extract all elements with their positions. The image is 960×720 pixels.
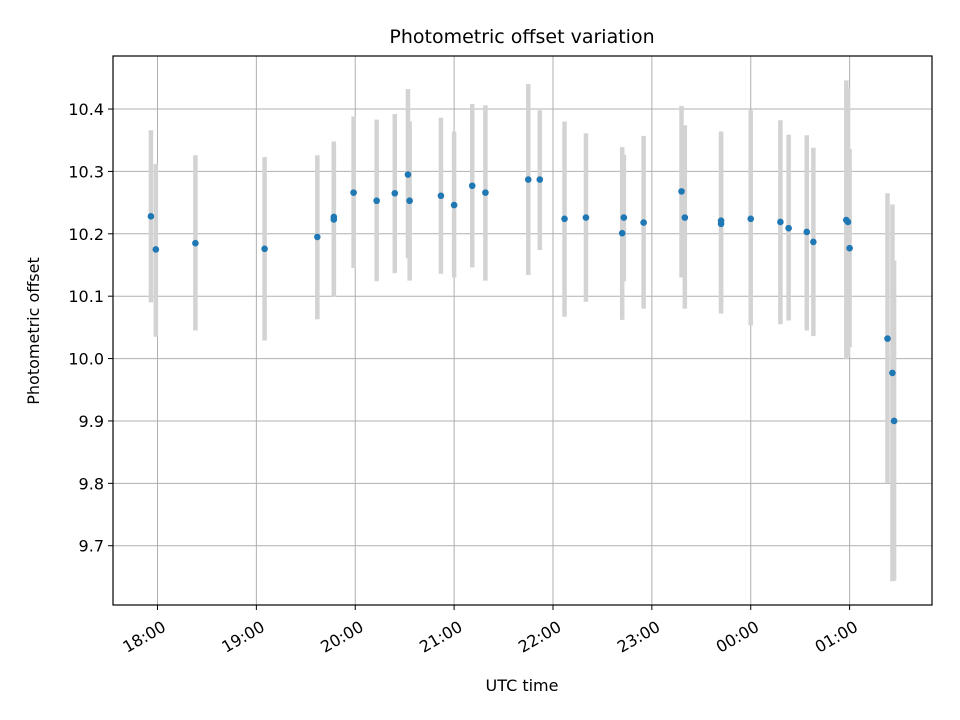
data-point — [404, 171, 412, 178]
x-tick-label: 20:00 — [317, 617, 366, 657]
data-point — [314, 233, 321, 241]
y-tick-label: 10.4 — [68, 100, 104, 119]
grid — [113, 56, 932, 605]
data-point — [561, 215, 568, 223]
data-point — [147, 213, 155, 220]
error-bars — [148, 80, 897, 582]
data-point — [536, 176, 544, 183]
x-tick-label: 23:00 — [614, 617, 663, 657]
data-point — [406, 197, 413, 205]
y-tick-label: 10.2 — [68, 225, 104, 244]
data-point — [330, 216, 338, 223]
plot-area-frame — [112, 55, 933, 606]
data-point — [261, 245, 268, 253]
data-point — [152, 246, 160, 253]
data-point — [890, 417, 898, 425]
data-point — [747, 215, 755, 223]
data-point — [391, 189, 399, 197]
x-tick-label: 01:00 — [812, 617, 861, 657]
data-point — [884, 335, 891, 342]
x-tick-label: 18:00 — [119, 617, 168, 657]
y-tick-label: 9.9 — [79, 412, 104, 431]
data-points — [147, 171, 898, 425]
y-axis-ticks: 9.7 9.8 9.9 10.0 10.1 10.2 10.3 10.4 — [68, 100, 113, 556]
chart-title: Photometric offset variation — [389, 26, 654, 48]
y-axis-label: Photometric offset — [24, 257, 43, 405]
data-point — [524, 176, 532, 183]
data-point — [717, 220, 725, 228]
data-point — [803, 228, 811, 236]
data-point — [437, 192, 445, 200]
x-tick-label: 21:00 — [416, 617, 465, 657]
data-point — [373, 197, 380, 205]
y-tick-label: 9.7 — [79, 537, 104, 556]
y-tick-label: 10.3 — [68, 162, 104, 181]
data-point — [844, 218, 852, 226]
data-point — [678, 188, 685, 195]
x-tick-label: 19:00 — [218, 617, 267, 657]
data-point — [640, 219, 647, 226]
y-tick-label: 9.8 — [79, 474, 104, 493]
x-axis-ticks: 18:00 19:00 20:00 21:00 22:00 23:00 00:00 01:00 — [119, 605, 861, 657]
x-axis-label: UTC time — [486, 676, 559, 695]
y-tick-label: 10.1 — [68, 287, 104, 306]
data-point — [810, 238, 817, 246]
x-tick-label: 00:00 — [713, 617, 762, 657]
data-point — [846, 244, 853, 252]
data-point — [681, 214, 689, 221]
data-point — [482, 189, 489, 196]
data-point — [450, 201, 458, 209]
data-point — [582, 214, 590, 221]
data-point — [618, 229, 626, 237]
data-point — [620, 214, 628, 221]
data-point — [350, 189, 357, 196]
data-point — [889, 369, 896, 377]
data-point — [777, 218, 784, 226]
data-point — [785, 224, 792, 232]
x-tick-label: 22:00 — [515, 617, 564, 657]
data-point — [468, 182, 476, 190]
data-point — [192, 239, 199, 247]
y-tick-label: 10.0 — [68, 350, 104, 369]
